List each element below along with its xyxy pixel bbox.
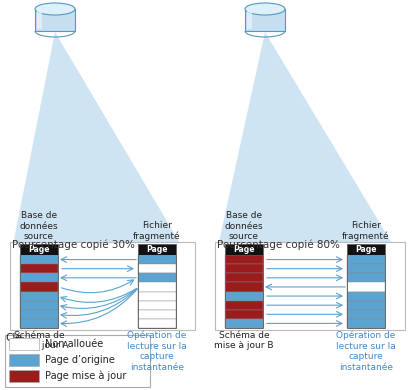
Bar xyxy=(138,244,176,255)
Bar xyxy=(138,255,176,264)
Bar xyxy=(347,310,385,319)
Bar xyxy=(20,264,58,273)
Bar xyxy=(138,264,176,273)
Text: Page: Page xyxy=(146,245,168,254)
Bar xyxy=(138,282,176,291)
Bar xyxy=(347,301,385,310)
Bar xyxy=(347,244,385,328)
Bar xyxy=(225,244,263,328)
Text: Pourcentage copié 30%: Pourcentage copié 30% xyxy=(12,239,135,250)
Bar xyxy=(138,291,176,301)
Text: Base de
données
source: Base de données source xyxy=(20,211,58,241)
Bar xyxy=(347,291,385,301)
Bar xyxy=(347,319,385,328)
Bar xyxy=(138,301,176,310)
Text: Clé: Clé xyxy=(5,333,22,343)
Text: Fichier
fragmenté: Fichier fragmenté xyxy=(133,221,181,241)
Bar xyxy=(35,9,75,31)
Bar xyxy=(138,319,176,328)
Bar xyxy=(9,354,39,366)
Bar xyxy=(225,264,263,273)
Bar xyxy=(20,310,58,319)
Text: Page: Page xyxy=(355,245,377,254)
Bar xyxy=(20,301,58,310)
Bar xyxy=(20,319,58,328)
Bar xyxy=(347,244,385,255)
Bar xyxy=(20,273,58,282)
Bar xyxy=(9,370,39,382)
Text: Pourcentage copié 80%: Pourcentage copié 80% xyxy=(217,239,340,250)
Bar xyxy=(37,11,42,29)
Text: Opération de
lecture sur la
capture
instantanée: Opération de lecture sur la capture inst… xyxy=(336,331,396,372)
Bar xyxy=(225,282,263,291)
Text: Fichier
fragmenté: Fichier fragmenté xyxy=(342,221,390,241)
Text: Page: Page xyxy=(28,245,50,254)
Text: Schéma de
mise à jour B: Schéma de mise à jour B xyxy=(214,331,274,350)
Text: Page: Page xyxy=(233,245,255,254)
Bar xyxy=(245,9,285,31)
Text: Page mise à jour: Page mise à jour xyxy=(45,371,126,381)
Polygon shape xyxy=(10,32,190,260)
Bar xyxy=(225,291,263,301)
Bar xyxy=(20,255,58,264)
Text: Non allouée: Non allouée xyxy=(45,339,103,349)
Bar xyxy=(347,273,385,282)
Bar xyxy=(225,273,263,282)
Bar xyxy=(5,335,150,387)
Bar xyxy=(10,242,195,330)
Bar xyxy=(20,244,58,328)
Bar xyxy=(138,244,176,328)
Bar xyxy=(20,244,58,255)
Bar xyxy=(225,255,263,264)
Bar xyxy=(215,242,405,330)
Bar xyxy=(9,338,39,350)
Ellipse shape xyxy=(245,3,285,15)
Text: Base de
données
source: Base de données source xyxy=(225,211,263,241)
Bar xyxy=(225,310,263,319)
Bar xyxy=(138,273,176,282)
Bar xyxy=(138,310,176,319)
Bar xyxy=(347,282,385,291)
Text: Opération de
lecture sur la
capture
instantanée: Opération de lecture sur la capture inst… xyxy=(127,331,187,372)
Bar xyxy=(20,291,58,301)
Polygon shape xyxy=(215,32,402,260)
Text: Page d’origine: Page d’origine xyxy=(45,355,115,365)
Bar xyxy=(225,319,263,328)
Bar xyxy=(347,264,385,273)
Bar xyxy=(247,11,252,29)
Bar xyxy=(20,282,58,291)
Bar xyxy=(225,301,263,310)
Bar xyxy=(347,255,385,264)
Ellipse shape xyxy=(35,3,75,15)
Text: Schéma de
mise à jour A: Schéma de mise à jour A xyxy=(9,331,69,350)
Bar xyxy=(225,244,263,255)
